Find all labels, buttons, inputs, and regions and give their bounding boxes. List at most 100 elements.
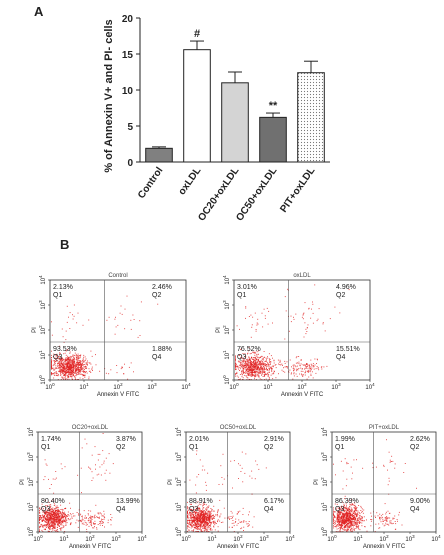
flow-plot-oxldl-svg: oxLDL3.01%Q14.96%Q276.52%Q315.51%Q410010… — [216, 273, 375, 398]
y-tick-label: 104 — [38, 275, 47, 285]
bar-annotation-3: ** — [269, 100, 278, 112]
bar-annotation-1: # — [194, 28, 200, 40]
flow-plot-title: Control — [108, 273, 127, 279]
q2-percent: 2.46% — [152, 284, 172, 291]
x-tick-label: 103 — [259, 534, 269, 543]
bar-y-tick-label: 20 — [122, 14, 134, 25]
y-tick-label: 101 — [320, 502, 329, 512]
flow-plot-oc50-svg: OC50+oxLDL 2.01%Q1 2.91%Q2 88.91%Q3 6.17%Q4 1… — [168, 425, 295, 550]
q4-label: Q4 — [264, 506, 273, 513]
q1-percent: 2.01% — [189, 436, 209, 443]
y-tick-label: 101 — [222, 350, 231, 360]
q3-label: Q3 — [53, 354, 62, 361]
x-tick-label: 104 — [431, 534, 441, 543]
flow-plot-title: OC50+oxLDL — [220, 425, 257, 431]
flow-y-axis-label: PI — [20, 479, 26, 485]
bar-category-label-2: OC20+oxLDL — [196, 165, 241, 223]
q4-label: Q4 — [152, 354, 161, 361]
flow-y-axis-label: PI — [216, 327, 222, 333]
q3-label: Q3 — [237, 354, 246, 361]
x-tick-label: 102 — [113, 382, 123, 391]
q2-label: Q2 — [410, 444, 419, 451]
bar-category-label-1: oxLDL — [177, 165, 204, 197]
q4-percent: 6.17% — [264, 498, 284, 505]
flow-dots — [187, 450, 267, 532]
bar-category-label-3: OC50+oxLDL — [234, 165, 279, 223]
bar-category-label-4: PIT+oxLDL — [278, 165, 317, 214]
bar-y-tick-label: 10 — [122, 86, 134, 97]
flow-y-axis-label: PI — [314, 479, 320, 485]
q2-label: Q2 — [116, 444, 125, 451]
q1-label: Q1 — [53, 292, 62, 299]
x-tick-label: 100 — [327, 534, 337, 543]
q4-percent: 9.00% — [410, 498, 430, 505]
q4-percent: 13.99% — [116, 498, 140, 505]
q2-percent: 2.62% — [410, 436, 430, 443]
y-tick-label: 104 — [174, 427, 183, 437]
x-tick-label: 100 — [33, 534, 43, 543]
y-tick-label: 103 — [174, 452, 183, 462]
y-tick-label: 100 — [320, 527, 329, 537]
y-tick-label: 104 — [320, 427, 329, 437]
y-tick-label: 104 — [222, 275, 231, 285]
x-tick-label: 104 — [137, 534, 147, 543]
bar-category-label-0: Control — [136, 165, 166, 201]
flow-plot-pit-svg: PIT+oxLDL 1.99%Q1 2.62%Q2 86.39%Q3 9.00%Q4 10… — [314, 425, 441, 550]
y-tick-label: 102 — [38, 325, 47, 335]
flow-y-axis-label: PI — [168, 479, 174, 485]
x-tick-label: 101 — [207, 534, 217, 543]
x-tick-label: 102 — [297, 382, 307, 391]
q3-label: Q3 — [41, 506, 50, 513]
q1-label: Q1 — [237, 292, 246, 299]
q2-label: Q2 — [264, 444, 273, 451]
flow-plot-oxldl: oxLDL 3.01% Q1 4.96% Q2 76.52% Q3 15.51% Q4 100 10… — [198, 268, 378, 403]
q4-percent: 1.88% — [152, 346, 172, 353]
flow-plot-control: Control 2.13% Q1 2.46% Q2 93.53% Q3 1.88% Q4 100 1… — [14, 268, 194, 403]
y-tick-label: 103 — [26, 452, 35, 462]
q3-percent: 86.39% — [335, 498, 359, 505]
x-tick-label: 100 — [181, 534, 191, 543]
flow-dots — [51, 295, 159, 380]
flow-plot-control-svg: Control2.13%Q12.46%Q293.53%Q31.88%Q41001… — [32, 273, 191, 398]
q3-percent: 80.40% — [41, 498, 65, 505]
q2-percent: 4.96% — [336, 284, 356, 291]
q2-label: Q2 — [152, 292, 161, 299]
q2-label: Q2 — [336, 292, 345, 299]
q3-percent: 88.91% — [189, 498, 213, 505]
flow-dots — [333, 439, 417, 532]
y-tick-label: 101 — [38, 350, 47, 360]
y-tick-label: 100 — [174, 527, 183, 537]
flow-x-axis-label: Annexin V FITC — [69, 544, 112, 550]
flow-x-axis-label: Annexin V FITC — [281, 392, 324, 398]
x-tick-label: 100 — [229, 382, 239, 391]
x-tick-label: 102 — [379, 534, 389, 543]
x-tick-label: 104 — [181, 382, 191, 391]
x-tick-label: 101 — [59, 534, 69, 543]
x-tick-label: 103 — [111, 534, 121, 543]
flow-dots — [39, 433, 114, 532]
x-tick-label: 103 — [405, 534, 415, 543]
y-tick-label: 100 — [38, 375, 47, 385]
bar-4 — [297, 72, 325, 163]
flow-plot-title: oxLDL — [293, 273, 311, 279]
y-tick-label: 102 — [26, 477, 35, 487]
x-tick-label: 103 — [331, 382, 341, 391]
flow-plot-oc20-svg: OC20+oxLDL 1.74%Q1 3.87%Q2 80.40%Q3 13.99%Q4… — [20, 425, 147, 550]
flow-plot-oc50: OC50+oxLDL 2.01% Q1 2.91% Q2 88.91% Q3 6.17% Q4 1… — [150, 420, 298, 555]
x-tick-label: 102 — [233, 534, 243, 543]
q3-percent: 93.53% — [53, 346, 77, 353]
q2-percent: 3.87% — [116, 436, 136, 443]
y-tick-label: 100 — [26, 527, 35, 537]
x-tick-label: 104 — [285, 534, 295, 543]
flow-plot-oc20: OC20+oxLDL 1.74% Q1 3.87% Q2 80.40% Q3 13.99% Q4… — [2, 420, 150, 555]
bar-y-axis-label: % of Annexin V+ and PI- cells — [103, 19, 115, 172]
y-tick-label: 102 — [320, 477, 329, 487]
q3-label: Q3 — [189, 506, 198, 513]
x-tick-label: 101 — [353, 534, 363, 543]
q3-percent: 76.52% — [237, 346, 261, 353]
q1-percent: 3.01% — [237, 284, 257, 291]
q4-label: Q4 — [116, 506, 125, 513]
flow-y-axis-label: PI — [32, 327, 38, 333]
x-tick-label: 101 — [263, 382, 273, 391]
q1-label: Q1 — [189, 444, 198, 451]
